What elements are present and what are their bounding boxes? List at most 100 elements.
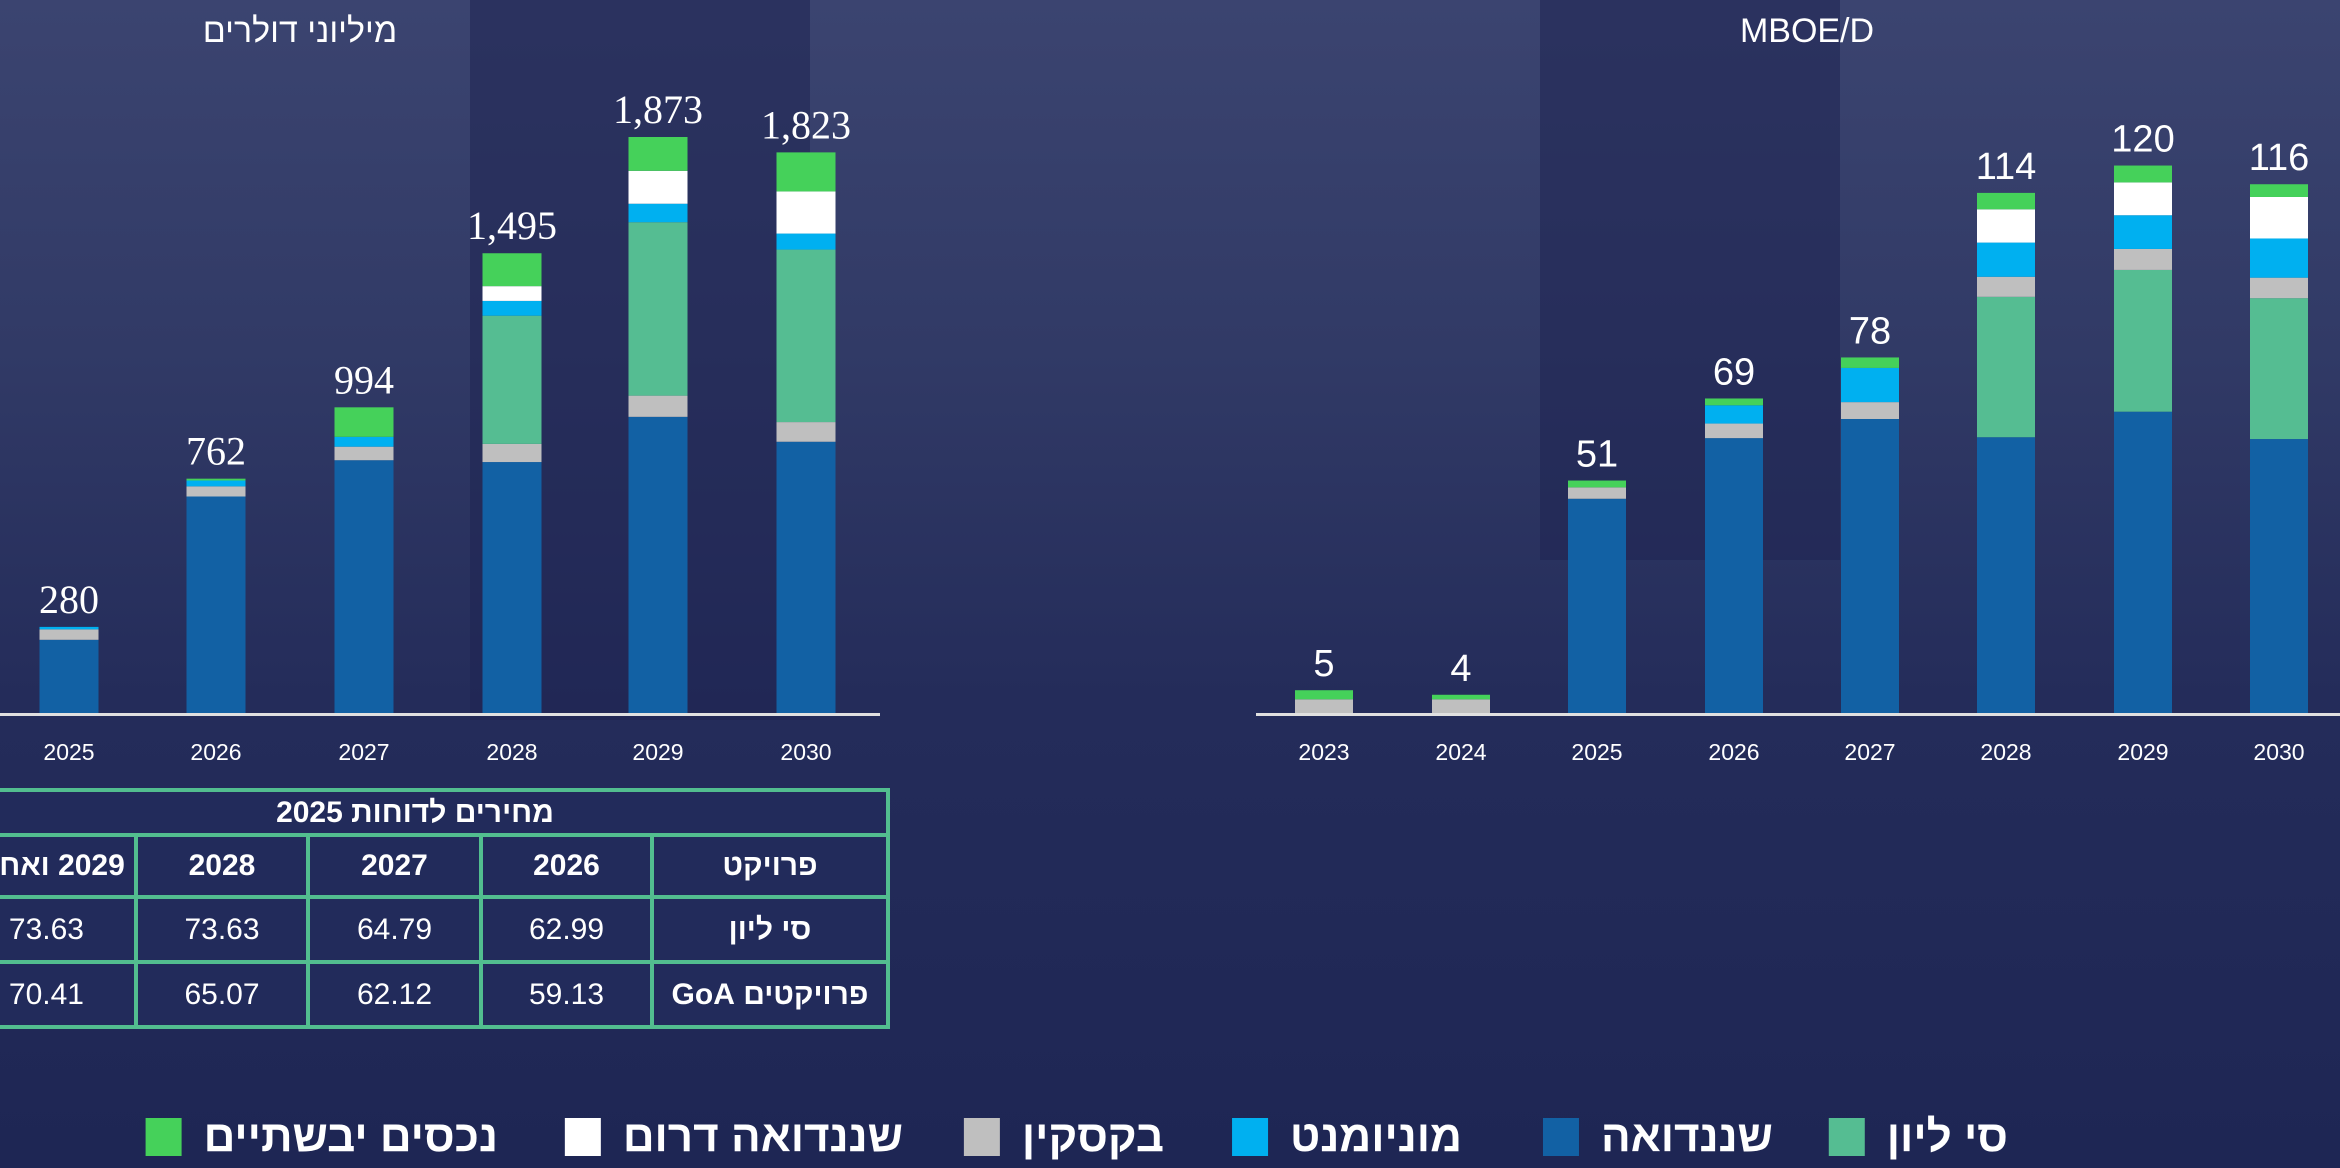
left-total-label-2030: 1,823 (761, 102, 851, 147)
right-bar-segment-shenandoah-2026 (1705, 438, 1763, 713)
left-x-tick-label-2030: 2030 (780, 739, 831, 765)
left-total-label-2025: 280 (39, 577, 99, 622)
left-bar-segment-dry-assets-2027 (334, 407, 394, 437)
price-table-header: 2029 ואחריה (0, 833, 138, 899)
right-total-label-2023: 5 (1313, 643, 1334, 685)
right-bar-segment-dry-assets-2024 (1432, 694, 1490, 700)
right-bar-segment-monument-2028 (1977, 242, 2035, 277)
left-bar-segment-monument-2028 (482, 300, 542, 316)
legend-item-buckskin: בקסקין (963, 1112, 1164, 1162)
legend-item-si-lion: סי ליון (1828, 1112, 2008, 1162)
right-bar-segment-dry-assets-2030 (2250, 184, 2308, 197)
price-table-header: 2028 (134, 833, 310, 899)
table-cell: 64.79 (306, 895, 483, 964)
right-x-tick-label-2023: 2023 (1298, 739, 1349, 765)
left-bar-segment-buckskin-2026 (186, 486, 246, 497)
left-bar-segment-shenandoah-2029 (628, 416, 688, 713)
price-table-header: 2026 (479, 833, 654, 899)
right-bar-segment-dry-assets-2028 (1977, 192, 2035, 210)
left-x-tick-label-2027: 2027 (338, 739, 389, 765)
right-total-label-2026: 69 (1713, 351, 1755, 393)
right-x-tick-label-2027: 2027 (1844, 739, 1895, 765)
background-ship-tower (1540, 0, 1840, 560)
legend-swatch (564, 1118, 601, 1156)
table-cell: 62.99 (479, 895, 654, 964)
left-bar-segment-monument-2029 (628, 203, 688, 223)
legend-swatch (963, 1118, 1000, 1156)
right-bar-segment-shenandoah-south-2030 (2250, 196, 2308, 239)
right-bar-segment-buckskin-2028 (1977, 276, 2035, 297)
right-bar-segment-shenandoah-south-2028 (1977, 209, 2035, 243)
right-bar-segment-monument-2026 (1705, 405, 1763, 424)
left-bar-segment-shenandoah-2030 (776, 441, 836, 713)
legend-swatch (145, 1118, 182, 1156)
charts-canvas: 280 2025 762 2026 994 2027 1,495 2028 1,873 2029 1… (0, 87, 2340, 765)
left-x-tick-label-2029: 2029 (632, 739, 683, 765)
right-total-label-2024: 4 (1450, 648, 1471, 690)
right-chart-title: MBOE/D (1739, 12, 1875, 50)
right-bar-segment-shenandoah-2025 (1568, 498, 1626, 713)
legend-label: נכסים יבשתיים (203, 1112, 498, 1161)
right-bar-segment-si-lion-2030 (2250, 298, 2308, 440)
price-table-title: מחירים לדוחות 2025 (0, 788, 890, 837)
left-bar-segment-buckskin-2027 (334, 446, 394, 461)
left-bar-segment-shenandoah-2025 (39, 639, 99, 713)
right-x-tick-label-2028: 2028 (1980, 739, 2031, 765)
left-total-label-2026: 762 (186, 429, 246, 474)
left-total-label-2027: 994 (334, 357, 394, 402)
left-bar-segment-dry-assets-2030 (776, 152, 836, 192)
right-bar-segment-buckskin-2024 (1432, 699, 1490, 713)
left-total-label-2029: 1,873 (613, 87, 703, 132)
left-bar-segment-buckskin-2030 (776, 422, 836, 442)
right-bar-segment-shenandoah-2027 (1841, 418, 1899, 713)
right-bar-segment-buckskin-2026 (1705, 423, 1763, 439)
left-bar-segment-si-lion-2030 (776, 249, 836, 423)
left-bar-segment-si-lion-2028 (482, 315, 542, 444)
right-bar-segment-buckskin-2027 (1841, 402, 1899, 419)
table-cell: 65.07 (134, 960, 310, 1029)
left-bar-segment-buckskin-2025 (39, 629, 99, 640)
legend-swatch (1542, 1118, 1579, 1156)
legend-label: שננדואה (1600, 1112, 1773, 1161)
price-table-header: פרויקט (650, 833, 890, 899)
table-cell: 70.41 (0, 960, 138, 1029)
left-bar-segment-shenandoah-south-2030 (776, 191, 836, 234)
left-x-tick-label-2028: 2028 (486, 739, 537, 765)
legend-item-shenandoah: שננדואה (1542, 1112, 1773, 1162)
right-bar-segment-shenandoah-2029 (2114, 411, 2172, 713)
right-bar-segment-monument-2029 (2114, 215, 2172, 249)
left-chart-title: מיליוני דולרים (202, 12, 398, 50)
left-bar-segment-buckskin-2028 (482, 443, 542, 463)
right-bar-segment-buckskin-2029 (2114, 248, 2172, 270)
right-bar-segment-shenandoah-2030 (2250, 439, 2308, 713)
right-bar-segment-monument-2030 (2250, 238, 2308, 278)
left-bar-segment-shenandoah-2027 (334, 460, 394, 713)
table-row: פרויקטים GoA 59.13 62.12 65.07 70.41 (0, 960, 890, 1029)
legend-label: סי ליון (1886, 1112, 2008, 1161)
left-bar-segment-dry-assets-2026 (186, 478, 246, 481)
left-total-label-2028: 1,495 (467, 203, 557, 248)
table-cell: 73.63 (0, 895, 138, 964)
table-cell-project: פרויקטים GoA (650, 960, 890, 1029)
right-x-tick-label-2024: 2024 (1435, 739, 1486, 765)
table-cell-project: סי ליון (650, 895, 890, 964)
right-bar-segment-buckskin-2023 (1295, 699, 1353, 713)
right-bar-segment-buckskin-2025 (1568, 487, 1626, 499)
left-bar-segment-shenandoah-2026 (186, 496, 246, 713)
legend-item-dry-assets: נכסים יבשתיים (145, 1112, 498, 1162)
right-x-tick-label-2026: 2026 (1708, 739, 1759, 765)
legend-item-shenandoah-south: שננדואה דרום (564, 1112, 903, 1162)
right-bar-segment-dry-assets-2023 (1295, 690, 1353, 700)
left-bar-segment-dry-assets-2028 (482, 253, 542, 287)
legend-label: בקסקין (1021, 1112, 1164, 1161)
legend-item-monument: מוניומנט (1232, 1112, 1462, 1162)
left-bar-segment-shenandoah-south-2029 (628, 170, 688, 204)
price-table: מחירים לדוחות 2025 פרויקט 2026 2027 2028… (0, 788, 890, 1029)
table-cell: 73.63 (134, 895, 310, 964)
right-bar-segment-monument-2027 (1841, 367, 1899, 403)
right-bar-segment-dry-assets-2025 (1568, 480, 1626, 488)
left-x-tick-label-2026: 2026 (190, 739, 241, 765)
right-bar-segment-si-lion-2028 (1977, 296, 2035, 438)
left-bar-segment-buckskin-2029 (628, 395, 688, 417)
left-bar-segment-dry-assets-2029 (628, 137, 688, 171)
